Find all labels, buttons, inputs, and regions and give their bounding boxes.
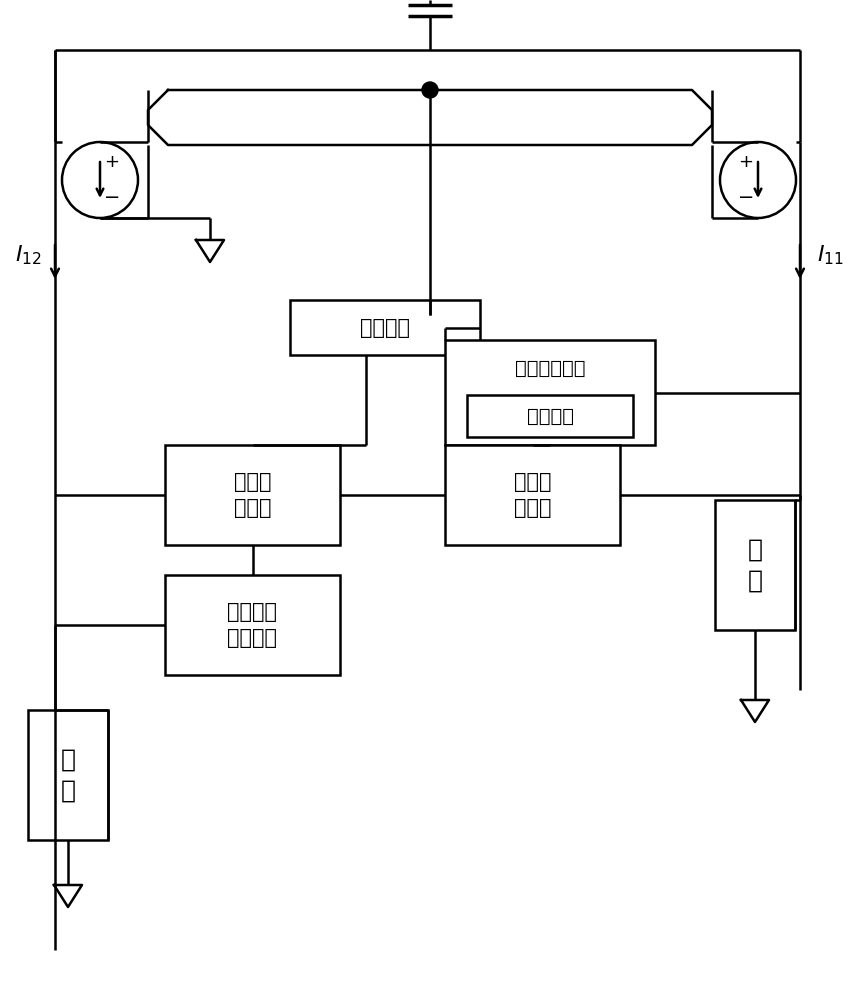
Text: 恒流恒
压电路: 恒流恒 压电路 [233,472,271,518]
Text: 开关电路: 开关电路 [360,318,410,338]
Bar [715,500,795,630]
Bar [290,300,480,355]
Text: 时钟电路: 时钟电路 [527,406,573,426]
Text: 电
阻: 电 阻 [61,747,76,803]
Text: 饱和检测电路: 饱和检测电路 [515,359,585,377]
Bar [165,575,340,675]
Bar [445,340,655,445]
Text: +: + [105,153,119,171]
Circle shape [422,82,438,98]
Bar [467,395,633,437]
Text: $I_{11}$: $I_{11}$ [817,243,843,267]
Text: 最小电流
限制电路: 最小电流 限制电路 [227,602,277,648]
Bar [445,445,620,545]
Text: 恒压控
制电路: 恒压控 制电路 [514,472,551,518]
Text: 电
池: 电 池 [747,537,763,593]
Bar [165,445,340,545]
Text: −: − [738,188,754,208]
Bar [28,710,108,840]
Text: +: + [739,153,753,171]
Text: −: − [104,188,120,208]
Text: $I_{12}$: $I_{12}$ [15,243,41,267]
